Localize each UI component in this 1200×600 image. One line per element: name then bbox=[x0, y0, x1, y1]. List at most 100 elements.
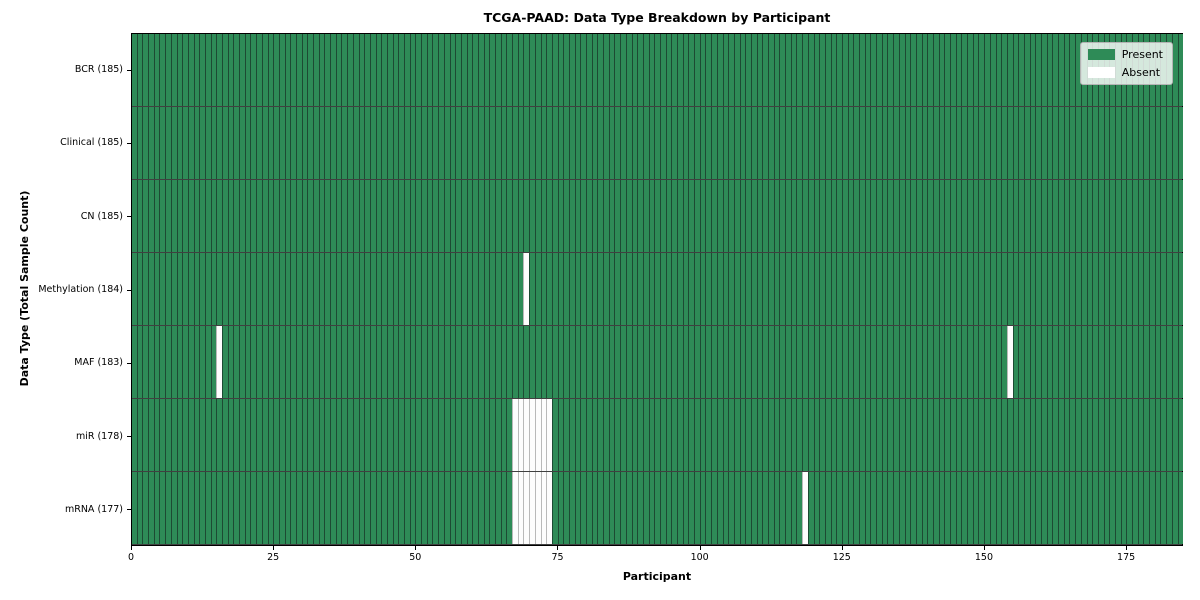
matrix-cell bbox=[415, 34, 422, 106]
matrix-cell bbox=[1097, 399, 1104, 471]
matrix-cell bbox=[1075, 107, 1081, 179]
matrix-cell bbox=[1006, 107, 1013, 179]
matrix-cell bbox=[250, 472, 257, 544]
matrix-cell bbox=[932, 399, 939, 471]
matrix-cell bbox=[369, 399, 376, 471]
matrix-cell bbox=[551, 34, 558, 106]
matrix-cell bbox=[477, 34, 484, 106]
matrix-cell bbox=[699, 107, 706, 179]
matrix-cell bbox=[449, 34, 456, 106]
matrix-cell bbox=[495, 253, 501, 325]
matrix-cell bbox=[330, 34, 336, 106]
matrix-cell bbox=[204, 180, 211, 252]
matrix-cell bbox=[136, 253, 143, 325]
matrix-cell bbox=[586, 326, 592, 398]
matrix-cell bbox=[688, 253, 695, 325]
matrix-cell bbox=[665, 107, 672, 179]
matrix-cell bbox=[768, 107, 774, 179]
matrix-cell bbox=[790, 253, 797, 325]
matrix-cell bbox=[421, 253, 427, 325]
matrix-cell bbox=[1012, 472, 1019, 544]
matrix-cell bbox=[438, 472, 444, 544]
matrix-cell bbox=[591, 107, 598, 179]
matrix-cell bbox=[284, 34, 291, 106]
matrix-cell bbox=[841, 107, 848, 179]
matrix-cell bbox=[819, 399, 825, 471]
matrix-cell bbox=[295, 472, 302, 544]
matrix-cell bbox=[335, 326, 342, 398]
matrix-cell bbox=[967, 472, 973, 544]
matrix-cell bbox=[870, 326, 877, 398]
matrix-cell bbox=[517, 253, 524, 325]
matrix-cell bbox=[1171, 107, 1178, 179]
matrix-cell bbox=[546, 180, 552, 252]
matrix-cell bbox=[648, 107, 655, 179]
matrix-row-bcr bbox=[132, 34, 1184, 107]
matrix-cell bbox=[768, 399, 774, 471]
matrix-cell bbox=[870, 399, 877, 471]
matrix-cell bbox=[153, 107, 160, 179]
matrix-cell bbox=[637, 180, 643, 252]
matrix-cell bbox=[500, 34, 507, 106]
matrix-cell bbox=[580, 107, 586, 179]
matrix-cell bbox=[915, 253, 922, 325]
matrix-cell bbox=[1046, 472, 1053, 544]
matrix-cell bbox=[295, 107, 302, 179]
matrix-cell bbox=[620, 326, 626, 398]
matrix-cell bbox=[398, 253, 404, 325]
matrix-cell bbox=[733, 472, 740, 544]
matrix-cell bbox=[813, 326, 820, 398]
matrix-cell bbox=[148, 399, 154, 471]
matrix-cell bbox=[500, 472, 507, 544]
matrix-cell bbox=[961, 107, 968, 179]
matrix-cell bbox=[642, 326, 649, 398]
matrix-cell bbox=[1063, 180, 1070, 252]
matrix-cell bbox=[500, 253, 507, 325]
matrix-cell bbox=[426, 34, 433, 106]
matrix-cell bbox=[551, 180, 558, 252]
matrix-cell bbox=[506, 107, 513, 179]
matrix-cell bbox=[824, 34, 831, 106]
matrix-cell bbox=[1012, 34, 1019, 106]
matrix-cell bbox=[864, 326, 871, 398]
matrix-cell bbox=[915, 399, 922, 471]
matrix-cell bbox=[1086, 253, 1093, 325]
matrix-cell bbox=[364, 107, 370, 179]
matrix-cell bbox=[961, 472, 968, 544]
matrix-cell bbox=[1018, 399, 1024, 471]
x-tick-mark bbox=[131, 546, 132, 550]
matrix-cell bbox=[955, 253, 962, 325]
matrix-cell bbox=[204, 34, 211, 106]
matrix-cell bbox=[176, 399, 183, 471]
matrix-cell bbox=[847, 180, 854, 252]
matrix-cell bbox=[358, 107, 365, 179]
matrix-cell bbox=[426, 253, 433, 325]
matrix-cell bbox=[1109, 326, 1115, 398]
matrix-cell bbox=[642, 180, 649, 252]
matrix-cell bbox=[699, 180, 706, 252]
matrix-cell bbox=[677, 253, 683, 325]
matrix-cell bbox=[398, 472, 404, 544]
matrix-cell bbox=[745, 399, 751, 471]
matrix-cell bbox=[142, 107, 149, 179]
matrix-cell bbox=[472, 180, 478, 252]
matrix-cell bbox=[978, 180, 985, 252]
matrix-cell bbox=[785, 253, 791, 325]
matrix-cell bbox=[193, 107, 200, 179]
matrix-cell bbox=[233, 472, 240, 544]
matrix-cell bbox=[813, 107, 820, 179]
x-tick-label: 125 bbox=[832, 552, 851, 563]
matrix-cell bbox=[762, 326, 768, 398]
matrix-cell bbox=[284, 399, 291, 471]
matrix-cell bbox=[1120, 180, 1127, 252]
matrix-cell bbox=[1132, 253, 1138, 325]
matrix-cell bbox=[1029, 107, 1036, 179]
matrix-cell bbox=[898, 253, 905, 325]
matrix-cell bbox=[898, 180, 905, 252]
matrix-cell bbox=[705, 253, 712, 325]
matrix-cell bbox=[233, 34, 240, 106]
matrix-cell bbox=[347, 472, 353, 544]
matrix-cell bbox=[409, 326, 416, 398]
matrix-cell bbox=[1075, 34, 1081, 106]
